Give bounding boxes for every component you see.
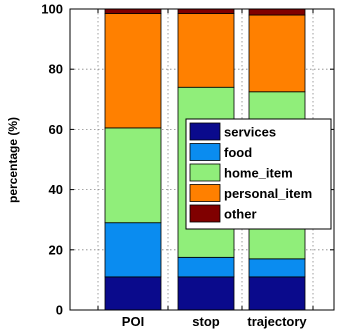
legend-swatch-personal-item [189, 184, 221, 202]
legend-label-personal-item: personal_item [224, 186, 312, 201]
bar-segment-stop-personal-item [177, 13, 235, 88]
legend-label-food: food [224, 145, 252, 160]
bar-segment-poi-personal-item [104, 13, 162, 129]
legend-label-services: services [224, 125, 276, 140]
y-tick-label: 20 [49, 242, 63, 257]
y-tick-label: 60 [49, 122, 63, 137]
bar-segment-stop-other [177, 8, 235, 14]
y-tick-label: 80 [49, 62, 63, 77]
legend-label-other: other [224, 207, 257, 222]
legend-swatch-services [189, 122, 221, 141]
x-tick-label-poi: POI [122, 314, 144, 329]
bar-segment-poi-services [104, 276, 162, 311]
legend-swatch-food [189, 143, 221, 161]
bar-segment-stop-services [177, 276, 235, 311]
bar-segment-poi-food [104, 222, 162, 278]
x-tick-label-stop: stop [192, 314, 220, 329]
y-ticks: 0 20 40 60 80 100 [41, 2, 334, 318]
y-tick-label: 0 [56, 303, 63, 318]
legend-swatch-home-item [189, 163, 221, 182]
bar-segment-poi-other [104, 8, 162, 14]
bar-segment-poi-home-item [104, 127, 162, 224]
bar-segment-trajectory-other [248, 8, 306, 16]
y-tick-label: 100 [41, 2, 63, 17]
bar-segment-trajectory-food [248, 258, 306, 278]
bar-segment-trajectory-services [248, 276, 306, 311]
plot-frame [69, 8, 335, 311]
legend-swatch-other [189, 204, 221, 223]
x-tick-label-trajectory: trajectory [247, 314, 307, 329]
bar-segment-trajectory-personal-item [248, 14, 306, 93]
y-axis-label: percentage (%) [6, 117, 20, 203]
x-ticks: POI stop trajectory [97, 9, 314, 329]
y-tick-label: 40 [49, 182, 63, 197]
bar-segment-stop-food [177, 256, 235, 278]
legend-label-home-item: home_item [224, 166, 293, 181]
